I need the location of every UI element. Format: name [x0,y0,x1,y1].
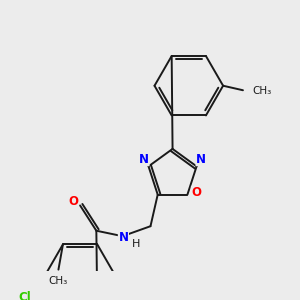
Text: N: N [139,153,149,166]
Text: CH₃: CH₃ [49,276,68,286]
Text: H: H [132,239,140,249]
Text: O: O [68,195,78,208]
Text: CH₃: CH₃ [252,86,271,96]
Text: N: N [118,230,128,244]
Text: N: N [196,153,206,166]
Text: Cl: Cl [19,291,32,300]
Text: O: O [191,186,201,199]
